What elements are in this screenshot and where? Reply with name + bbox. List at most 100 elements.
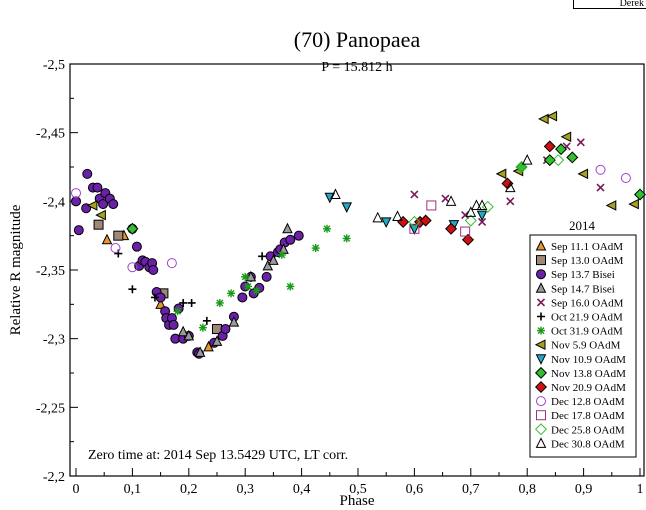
data-point: [244, 282, 252, 290]
y-tick-label: -2,35: [36, 264, 65, 279]
data-point: [252, 287, 260, 295]
data-point: [411, 191, 418, 198]
data-point: [621, 173, 630, 182]
y-tick-label: -2,4: [43, 195, 65, 210]
data-point: [238, 293, 247, 302]
data-point: [427, 201, 436, 210]
data-point: [562, 132, 571, 141]
data-point: [127, 224, 138, 235]
data-point: [72, 189, 81, 198]
data-point: [216, 299, 224, 307]
y-tick-label: -2,3: [43, 333, 65, 348]
data-point: [548, 112, 557, 121]
data-point: [93, 183, 102, 192]
legend-entry: Dec 30.8 OAdM: [551, 438, 625, 450]
data-point: [294, 231, 303, 240]
data-point: [544, 141, 555, 152]
chart-subtitle: P = 15.812 h: [321, 60, 392, 75]
data-point: [227, 289, 235, 297]
data-point: [596, 165, 605, 174]
y-axis: -2,2 -2,25 -2,3 -2,35 -2,4 -2,45 -2,5: [36, 58, 78, 485]
y-tick-label: -2,45: [36, 127, 65, 142]
data-point: [174, 307, 182, 315]
zero-time-annotation: Zero time at: 2014 Sep 13.5429 UTC, LT c…: [88, 448, 348, 463]
data-point: [132, 242, 141, 251]
data-point: [169, 320, 178, 329]
chart-title: (70) Panopaea: [294, 27, 421, 52]
data-point: [323, 225, 331, 233]
x-tick-label: 0,2: [180, 482, 198, 497]
legend-entry: Dec 17.8 OAdM: [551, 410, 625, 422]
data-point: [577, 139, 584, 146]
x-tick-label: 1: [637, 482, 644, 497]
legend-entry: Nov 5.9 OAdM: [551, 340, 621, 352]
legend-marker: [537, 270, 546, 279]
data-point: [629, 200, 638, 209]
data-point: [373, 213, 382, 222]
data-point: [523, 155, 532, 164]
legend-entry: Oct 21.9 OAdM: [551, 312, 623, 324]
legend-entry: Sep 14.7 Bisei: [551, 283, 615, 295]
x-tick-label: 0,9: [575, 482, 593, 497]
data-point: [128, 285, 136, 293]
legend-entry: Nov 20.9 OAdM: [551, 382, 626, 394]
legend-entry: Sep 11.1 OAdM: [551, 241, 623, 253]
data-point: [410, 225, 419, 234]
y-tick-label: -2,5: [43, 58, 65, 73]
data-point: [167, 259, 176, 268]
y-tick-label: -2,25: [36, 401, 65, 416]
data-point: [312, 244, 320, 252]
data-point: [221, 325, 230, 334]
legend-entry: Sep 13.0 OAdM: [551, 255, 624, 267]
legend-entry: Sep 16.0 OAdM: [551, 297, 624, 309]
legend-entry: Oct 31.9 OAdM: [551, 326, 623, 338]
x-tick-label: 0,8: [518, 482, 536, 497]
legend-marker: [537, 327, 545, 335]
data-point: [203, 317, 211, 325]
legend-entry: Sep 13.7 Bisei: [551, 269, 615, 281]
data-point: [241, 273, 249, 281]
x-tick-label: 0,7: [462, 482, 480, 497]
data-point: [286, 282, 294, 290]
data-point: [442, 195, 449, 202]
data-point: [83, 169, 92, 178]
data-point: [72, 197, 81, 206]
data-point: [283, 224, 292, 233]
data-point: [103, 235, 112, 244]
y-tick-label: -2,2: [43, 470, 65, 485]
data-point: [579, 169, 588, 178]
x-axis-label: Phase: [340, 493, 375, 509]
data-point: [262, 272, 271, 281]
legend-entry: Dec 25.8 OAdM: [551, 424, 625, 436]
x-tick-label: 0,1: [124, 482, 142, 497]
data-point: [94, 220, 103, 229]
data-point: [497, 169, 506, 178]
legend-title: 2014: [569, 218, 596, 233]
data-point: [149, 266, 158, 275]
data-point: [179, 327, 188, 336]
data-point: [109, 200, 118, 209]
x-tick-label: 0,4: [293, 482, 311, 497]
data-point: [382, 218, 391, 227]
data-point: [188, 299, 196, 307]
y-axis-label: Relative R magnitude: [8, 204, 24, 335]
legend-entry: Dec 12.8 OAdM: [551, 396, 625, 408]
legend-entry: Nov 13.8 OAdM: [551, 368, 626, 380]
data-point: [482, 202, 493, 213]
data-point: [111, 244, 120, 253]
x-tick-label: 0,6: [406, 482, 424, 497]
x-tick-label: 0: [73, 482, 80, 497]
data-point: [597, 184, 604, 191]
data-point: [343, 234, 351, 242]
data-point: [398, 217, 409, 228]
data-point: [278, 251, 286, 259]
data-point: [199, 324, 207, 332]
data-point: [258, 252, 266, 260]
legend-entry: Nov 10.9 OAdM: [551, 354, 626, 366]
data-point: [114, 231, 123, 240]
data-point: [114, 250, 122, 258]
legend-marker: [537, 256, 546, 265]
legend: 2014 Sep 11.1 OAdM Sep 13.0 OAdM Sep 13.7 …: [530, 218, 636, 457]
data-point: [539, 114, 548, 123]
